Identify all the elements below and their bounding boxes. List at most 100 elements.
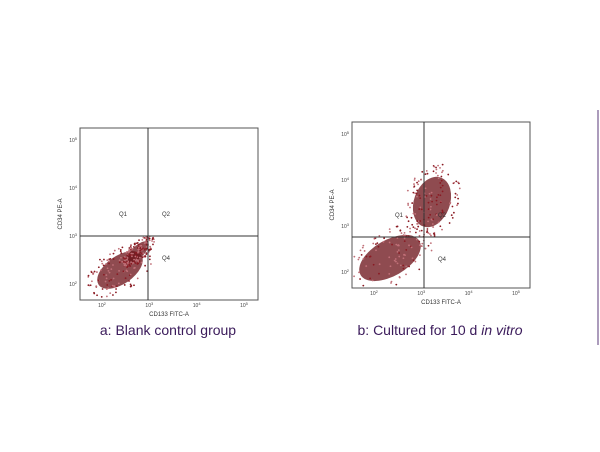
cell-dot bbox=[102, 273, 105, 276]
cell-dot bbox=[129, 273, 132, 276]
cell-dot bbox=[394, 258, 397, 260]
cell-dot bbox=[452, 211, 455, 214]
cell-dot bbox=[419, 254, 421, 257]
cell-dot bbox=[137, 250, 140, 253]
cell-dot bbox=[416, 181, 418, 184]
cell-dot bbox=[133, 260, 136, 263]
cell-dot bbox=[123, 264, 126, 267]
cell-dot bbox=[432, 170, 435, 173]
cell-dot bbox=[405, 249, 408, 251]
cell-dot bbox=[454, 192, 457, 195]
cell-dot bbox=[118, 261, 121, 264]
cell-dot bbox=[122, 270, 125, 273]
cell-dot bbox=[417, 180, 420, 183]
cell-dot bbox=[427, 201, 430, 204]
cell-dot bbox=[396, 250, 399, 253]
cell-dot bbox=[139, 249, 142, 252]
cell-dot bbox=[140, 248, 143, 251]
cell-dot bbox=[112, 252, 115, 255]
y-tick-label: 102 bbox=[341, 268, 350, 276]
x-tick-label: 104 bbox=[193, 301, 202, 309]
cell-dot bbox=[108, 258, 111, 261]
cell-dot bbox=[358, 256, 361, 259]
cell-dot bbox=[133, 258, 135, 261]
cell-dot bbox=[441, 190, 444, 193]
cell-dot bbox=[142, 247, 144, 250]
cell-dot bbox=[429, 233, 431, 235]
cell-dot bbox=[399, 229, 402, 232]
cell-dot bbox=[134, 251, 137, 254]
cell-dot bbox=[451, 216, 454, 219]
tick-base: 10 bbox=[98, 303, 104, 309]
cell-dot bbox=[424, 187, 427, 190]
cell-dot bbox=[424, 173, 427, 176]
cell-dot bbox=[439, 194, 442, 197]
cell-dot bbox=[418, 268, 421, 271]
cell-dot bbox=[369, 277, 371, 280]
cell-dot bbox=[99, 269, 102, 272]
cell-dot bbox=[449, 201, 452, 204]
tick-exponent: 4 bbox=[347, 176, 350, 181]
cell-dot bbox=[129, 283, 132, 286]
cell-dot bbox=[125, 251, 128, 254]
cell-dot bbox=[113, 249, 116, 252]
cell-dot bbox=[93, 270, 96, 273]
cell-dot bbox=[405, 215, 408, 218]
cell-dot bbox=[448, 222, 451, 224]
cell-dot bbox=[421, 170, 424, 173]
cell-dot bbox=[107, 287, 110, 290]
cell-dot bbox=[397, 249, 400, 252]
tick-exponent: 4 bbox=[75, 184, 78, 189]
cell-dot bbox=[97, 279, 100, 282]
cell-dot bbox=[415, 238, 418, 241]
x-tick-label: 102 bbox=[98, 301, 107, 309]
cell-dot bbox=[101, 288, 104, 290]
tick-exponent: 3 bbox=[75, 232, 78, 237]
cell-dot bbox=[431, 200, 433, 203]
cell-dot bbox=[145, 238, 148, 241]
cell-dot bbox=[118, 269, 120, 272]
cell-dot bbox=[395, 243, 398, 246]
cell-dot bbox=[106, 284, 109, 286]
cell-dot bbox=[436, 196, 438, 199]
cell-dot bbox=[127, 251, 130, 254]
y-axis-label: CD34 PE-A bbox=[58, 198, 64, 229]
cell-dot bbox=[450, 214, 453, 217]
cell-dot bbox=[404, 254, 406, 257]
cell-dot bbox=[441, 169, 444, 172]
x-tick-label: 103 bbox=[145, 301, 154, 309]
cell-dot bbox=[418, 230, 421, 232]
cell-dot bbox=[427, 232, 430, 234]
cell-dot bbox=[456, 204, 458, 207]
cell-dot bbox=[148, 237, 151, 240]
tick-base: 10 bbox=[69, 138, 75, 144]
cell-dot bbox=[426, 172, 429, 175]
cell-dot bbox=[102, 264, 105, 267]
y-tick-label: 105 bbox=[341, 130, 350, 138]
tick-base: 10 bbox=[341, 132, 347, 138]
cell-dot bbox=[125, 269, 128, 272]
cell-dot bbox=[137, 246, 140, 249]
cell-dot bbox=[144, 255, 146, 258]
tick-base: 10 bbox=[370, 291, 376, 297]
cell-dot bbox=[420, 245, 423, 247]
cell-dot bbox=[148, 239, 151, 242]
cell-dot bbox=[430, 234, 432, 237]
cell-dot bbox=[129, 265, 132, 268]
tick-exponent: 5 bbox=[75, 136, 78, 141]
y-tick-label: 104 bbox=[69, 184, 78, 192]
cell-dot bbox=[447, 173, 450, 176]
cell-dot bbox=[430, 249, 433, 252]
cell-dot bbox=[134, 255, 137, 258]
cell-dot bbox=[395, 260, 397, 263]
cell-dot bbox=[362, 244, 365, 247]
tick-base: 10 bbox=[145, 303, 151, 309]
cell-dot bbox=[430, 205, 432, 208]
cell-dot bbox=[418, 194, 421, 197]
cell-dot bbox=[136, 277, 139, 280]
cell-dot bbox=[87, 276, 90, 278]
cell-dot bbox=[119, 248, 122, 251]
cell-dot bbox=[118, 259, 121, 262]
cell-dot bbox=[388, 272, 391, 275]
cell-dot bbox=[437, 221, 440, 224]
